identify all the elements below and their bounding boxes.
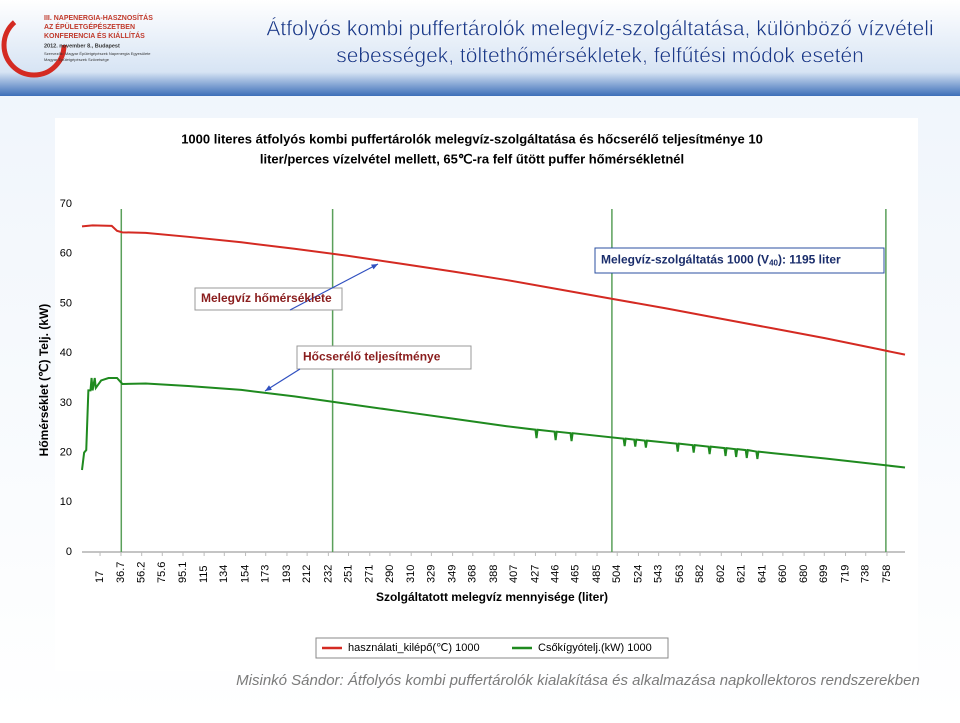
arrow-head bbox=[265, 385, 272, 391]
slide-title: Átfolyós kombi puffertárolók melegvíz-sz… bbox=[266, 18, 933, 41]
x-tick-label: 310 bbox=[405, 565, 417, 583]
x-tick-label: 173 bbox=[260, 565, 272, 583]
x-tick-label: 154 bbox=[239, 565, 251, 583]
annotation-text: Hőcserélő teljesítménye bbox=[303, 350, 441, 364]
x-tick-label: 699 bbox=[818, 565, 830, 583]
logo-text: Szervezők: Magyar Épületgépészek Napener… bbox=[44, 51, 151, 56]
x-tick-label: 602 bbox=[715, 565, 727, 583]
x-tick-label: 134 bbox=[218, 565, 230, 583]
x-tick-label: 388 bbox=[488, 565, 500, 583]
legend-label: használati_kilépő(℃) 1000 bbox=[348, 642, 480, 654]
y-tick-label: 20 bbox=[60, 446, 72, 458]
y-tick-label: 30 bbox=[60, 397, 72, 409]
x-tick-label: 427 bbox=[529, 565, 541, 583]
annotation-arrow bbox=[289, 263, 379, 311]
annotation-text-part: Melegvíz-szolgáltatás 1000 (V bbox=[601, 253, 769, 267]
x-tick-label: 349 bbox=[447, 565, 459, 583]
x-tick-label: 193 bbox=[281, 565, 293, 583]
x-tick-label: 251 bbox=[342, 565, 354, 583]
logo-text: 2012. november 8., Budapest bbox=[44, 43, 120, 49]
x-tick-label: 680 bbox=[798, 565, 810, 583]
x-tick-label: 563 bbox=[674, 565, 686, 583]
x-tick-label: 212 bbox=[301, 565, 313, 583]
x-tick-label: 543 bbox=[653, 565, 665, 583]
x-tick-label: 758 bbox=[881, 565, 893, 583]
x-tick-label: 621 bbox=[735, 565, 747, 583]
footer: Misinkó Sándor: Átfolyós kombi puffertár… bbox=[236, 672, 920, 689]
x-tick-label: 36.7 bbox=[115, 562, 127, 583]
annotation-box bbox=[194, 287, 343, 311]
header bbox=[0, 0, 960, 96]
x-tick-label: 329 bbox=[425, 565, 437, 583]
annotation-box bbox=[296, 345, 472, 370]
annotation-text: Melegvíz hőmérséklete bbox=[201, 291, 332, 305]
annotation-text: Melegvíz-szolgáltatás 1000 (V40): 1195 l… bbox=[601, 253, 841, 268]
x-tick-label: 232 bbox=[322, 565, 334, 583]
plot: 0 10 20 30 40 50 60 70 17 36.7 56.2 75.6 95.1 115 134 1… bbox=[60, 198, 906, 583]
chart-title: 1000 literes átfolyós kombi puffertároló… bbox=[181, 131, 763, 146]
y-tick-label: 60 bbox=[60, 248, 72, 260]
x-tick-label: 368 bbox=[467, 565, 479, 583]
x-tick-label: 719 bbox=[839, 565, 851, 583]
x-tick-label: 641 bbox=[757, 565, 769, 583]
logo-text: KONFERENCIA ÉS KIÁLLÍTÁS bbox=[44, 31, 145, 40]
slide-title: sebességek, töltethőmérsékletek, felfűté… bbox=[336, 45, 864, 68]
x-tick-label: 75.6 bbox=[156, 562, 168, 583]
chart-title: liter/perces vízelvétel mellett, 65℃-ra … bbox=[260, 151, 684, 166]
annotation-box bbox=[594, 247, 885, 274]
y-tick-label: 40 bbox=[60, 347, 72, 359]
x-axis-label: Szolgáltatott melegvíz mennyisége (liter… bbox=[376, 590, 608, 604]
legend-label: Csőkígyótelj.(kW) 1000 bbox=[538, 642, 652, 654]
series-line bbox=[81, 224, 906, 356]
logo-ring bbox=[1, 12, 67, 78]
x-tick-label: 660 bbox=[777, 565, 789, 583]
annotation-text-part: 40 bbox=[769, 259, 778, 268]
x-tick-label: 485 bbox=[591, 565, 603, 583]
x-tick-label: 290 bbox=[384, 565, 396, 583]
y-tick-label: 10 bbox=[60, 496, 72, 508]
x-tick-label: 738 bbox=[860, 565, 872, 583]
x-tick-label: 271 bbox=[364, 565, 376, 583]
x-tick-label: 95.1 bbox=[177, 562, 189, 583]
annotation-text-part: ): 1195 liter bbox=[778, 253, 841, 267]
x-tick-label: 17 bbox=[94, 571, 106, 583]
x-tick-label: 446 bbox=[550, 565, 562, 583]
logo: III. NAPENERGIA-HASZNOSÍTÁS AZ ÉPÜLETGÉP… bbox=[1, 12, 153, 78]
x-tick-label: 582 bbox=[694, 565, 706, 583]
x-tick-label: 115 bbox=[198, 565, 210, 583]
legend bbox=[315, 637, 669, 659]
chart-area bbox=[55, 118, 918, 671]
x-tick-label: 465 bbox=[570, 565, 582, 583]
x-tick-label: 504 bbox=[611, 565, 623, 583]
arrow-head bbox=[371, 264, 378, 270]
x-tick-label: 524 bbox=[632, 565, 644, 583]
logo-text: AZ ÉPÜLETGÉPÉSZETBEN bbox=[44, 22, 135, 31]
y-axis-label: Hőmérséklet (℃) Telj. (kW) bbox=[37, 304, 51, 457]
series-line bbox=[81, 377, 906, 471]
logo-text: Magyar Épületgépészek Szövetsége bbox=[44, 57, 110, 62]
logo-text: III. NAPENERGIA-HASZNOSÍTÁS bbox=[44, 13, 153, 22]
legend-items: használati_kilépő(℃) 1000 Csőkígyótelj.(k… bbox=[322, 642, 652, 654]
annotation-arrow bbox=[264, 368, 301, 392]
y-tick-label: 70 bbox=[60, 198, 72, 210]
x-tick-label: 56.2 bbox=[136, 562, 148, 583]
x-tick-label: 407 bbox=[508, 565, 520, 583]
y-tick-label: 50 bbox=[60, 297, 72, 309]
y-tick-label: 0 bbox=[66, 546, 72, 558]
